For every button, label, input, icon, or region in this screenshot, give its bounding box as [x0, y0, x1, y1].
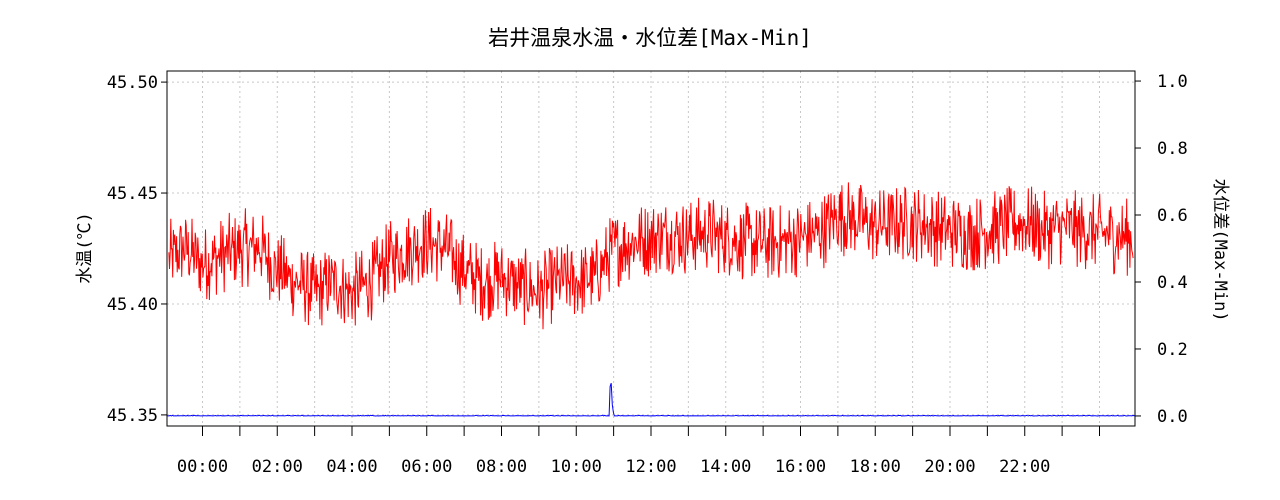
series-line-right [166, 383, 1136, 417]
x-tick-label: 08:00 [476, 457, 527, 477]
x-tick-label: 04:00 [326, 457, 377, 477]
series-line-left [168, 182, 1134, 330]
y-tick-label-left: 45.50 [107, 73, 158, 93]
y-tick-label-right: 0.8 [1157, 139, 1188, 159]
y-tick-label-right: 0.4 [1157, 273, 1188, 293]
x-tick-label: 22:00 [999, 457, 1050, 477]
y-tick-label-right: 1.0 [1157, 72, 1188, 92]
x-tick-label: 00:00 [177, 457, 228, 477]
axes: 45.35 45.40 45.45 45.50 0.0 0.2 0.4 0.6 0.8 1.0 00… [107, 72, 1188, 477]
x-tick-label: 14:00 [700, 457, 751, 477]
y-axis-label-right: 水位差(Max-Min) [1210, 178, 1230, 321]
x-tick-label: 06:00 [401, 457, 452, 477]
y-tick-label-right: 0.6 [1157, 206, 1188, 226]
x-tick-label: 16:00 [775, 457, 826, 477]
y-tick-label-right: 0.2 [1157, 340, 1188, 360]
y-tick-label-right: 0.0 [1157, 407, 1188, 427]
x-tick-label: 02:00 [252, 457, 303, 477]
y-tick-label-left: 45.35 [107, 406, 158, 426]
x-tick-label: 20:00 [924, 457, 975, 477]
y-tick-label-left: 45.45 [107, 184, 158, 204]
x-tick-label: 12:00 [625, 457, 676, 477]
y-axis-label-left: 水温(℃) [75, 212, 95, 283]
x-tick-label: 10:00 [551, 457, 602, 477]
x-tick-label: 18:00 [850, 457, 901, 477]
y-tick-label-left: 45.40 [107, 295, 158, 315]
plot-series [166, 182, 1136, 417]
chart-title: 岩井温泉水温・水位差[Max-Min] [488, 26, 812, 50]
grid [167, 71, 1135, 426]
